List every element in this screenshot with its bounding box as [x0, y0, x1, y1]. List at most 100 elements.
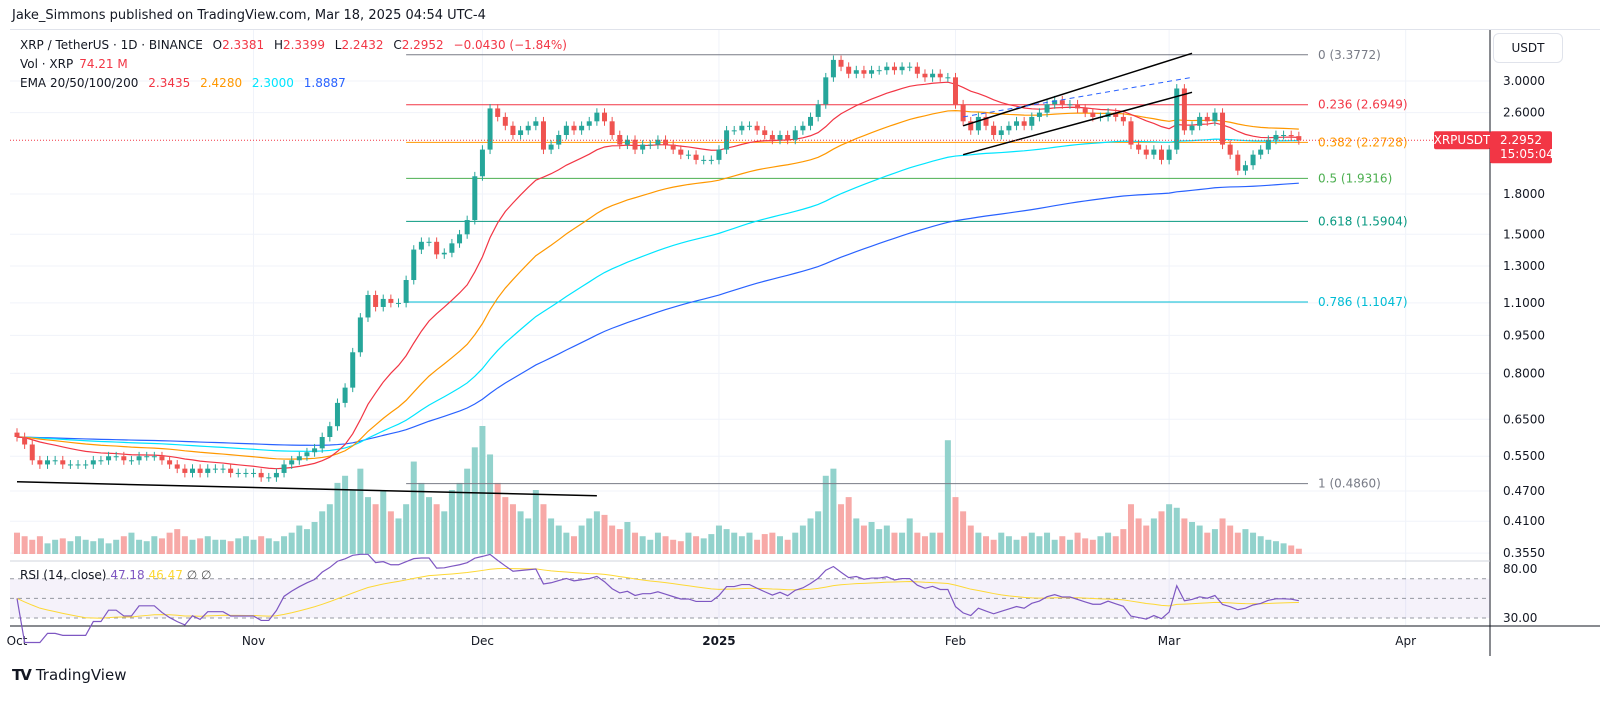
- candle: [876, 70, 882, 72]
- volume-bar: [960, 511, 967, 554]
- volume-bar: [1143, 525, 1150, 554]
- volume-bar: [14, 532, 20, 554]
- volume-bar: [21, 536, 28, 554]
- fib-level-label: 0.382 (2.2728): [1318, 135, 1408, 149]
- volume-value: 74.21 M: [79, 57, 128, 71]
- volume-bar: [136, 539, 143, 554]
- volume-bar: [738, 536, 745, 554]
- candle: [151, 456, 157, 458]
- candle: [418, 241, 424, 250]
- volume-bar: [403, 504, 410, 554]
- volume-bar: [502, 497, 509, 554]
- logo-icon: TV: [12, 666, 32, 684]
- volume-bar: [441, 511, 448, 554]
- candle: [83, 464, 89, 466]
- candle: [1052, 100, 1058, 105]
- candle: [327, 426, 333, 437]
- currency-button[interactable]: USDT: [1493, 33, 1563, 63]
- ema-legend: EMA 20/50/100/200 2.3435 2.4280 2.3000 1…: [20, 76, 346, 90]
- volume-bar: [113, 539, 120, 554]
- candle: [823, 77, 829, 105]
- candle: [830, 59, 836, 78]
- volume-bar: [1082, 538, 1089, 554]
- volume-bar: [143, 541, 150, 554]
- candle: [411, 249, 417, 281]
- volume-bar: [578, 525, 585, 554]
- volume-bar: [639, 536, 646, 554]
- candle: [769, 135, 775, 140]
- candle: [22, 436, 28, 445]
- volume-bar: [715, 525, 722, 554]
- candle: [342, 387, 348, 403]
- candle: [1128, 121, 1134, 145]
- rsi-legend: RSI (14, close) 47.18 46.47 ∅ ∅: [20, 568, 212, 582]
- volume-bar: [921, 536, 928, 554]
- ema50-line: [16, 110, 1299, 460]
- candle: [472, 176, 478, 221]
- volume-bar: [242, 536, 249, 554]
- symbol-name[interactable]: XRP / TetherUS · 1D · BINANCE: [20, 38, 203, 52]
- trendline: [962, 91, 1193, 156]
- volume-bar: [326, 504, 333, 554]
- price-tick-label: 0.4100: [1503, 514, 1545, 528]
- candle: [1021, 121, 1027, 126]
- volume-bar: [723, 529, 730, 554]
- candle: [746, 125, 752, 127]
- candle: [106, 456, 112, 461]
- volume-bar: [1005, 536, 1012, 554]
- volume-bar: [1089, 539, 1096, 554]
- volume-bar: [540, 504, 547, 554]
- ema200-line: [16, 182, 1299, 446]
- price-tick-label: 0.5500: [1503, 449, 1545, 463]
- tradingview-logo[interactable]: TV TradingView: [12, 666, 127, 684]
- volume-bar: [777, 536, 783, 554]
- volume-bar: [807, 518, 814, 554]
- volume-bar: [479, 426, 486, 554]
- volume-bar: [410, 461, 417, 554]
- candle: [98, 460, 104, 462]
- candle: [785, 135, 791, 140]
- volume-bar: [685, 532, 692, 554]
- volume-bar: [570, 536, 577, 554]
- ema100-line: [16, 138, 1299, 452]
- volume-bar: [891, 532, 898, 554]
- volume-bar: [632, 532, 639, 554]
- candle: [479, 149, 485, 177]
- volume-bar: [197, 538, 204, 554]
- volume-bar: [1127, 504, 1134, 554]
- candle: [373, 295, 379, 307]
- volume-bar: [281, 536, 288, 554]
- candle: [762, 130, 768, 136]
- candle: [716, 149, 722, 160]
- volume-bar: [380, 490, 387, 554]
- candle: [602, 112, 608, 122]
- candle: [777, 135, 783, 140]
- candle: [487, 108, 493, 150]
- candle: [159, 456, 165, 461]
- candle: [14, 432, 20, 437]
- candle: [75, 464, 81, 466]
- volume-bar: [364, 497, 371, 554]
- candle: [426, 241, 432, 243]
- volume-bar: [822, 475, 829, 554]
- candle: [220, 468, 226, 470]
- volume-bar: [990, 539, 997, 554]
- time-tick-label: Mar: [1158, 634, 1181, 648]
- candle: [1174, 88, 1180, 150]
- candle: [724, 130, 730, 150]
- candle: [1029, 116, 1035, 126]
- volume-bar: [319, 511, 326, 554]
- candle: [212, 468, 218, 470]
- volume-bar: [853, 518, 860, 554]
- candle: [167, 460, 173, 465]
- volume-bar: [1227, 525, 1234, 554]
- candle: [403, 280, 409, 303]
- candle: [952, 77, 958, 105]
- volume-bar: [181, 536, 188, 554]
- rsi-value: 47.18: [110, 568, 145, 582]
- volume-bar: [1272, 541, 1279, 554]
- volume-bar: [899, 532, 906, 554]
- volume-bar: [166, 532, 173, 554]
- candle: [1281, 135, 1287, 137]
